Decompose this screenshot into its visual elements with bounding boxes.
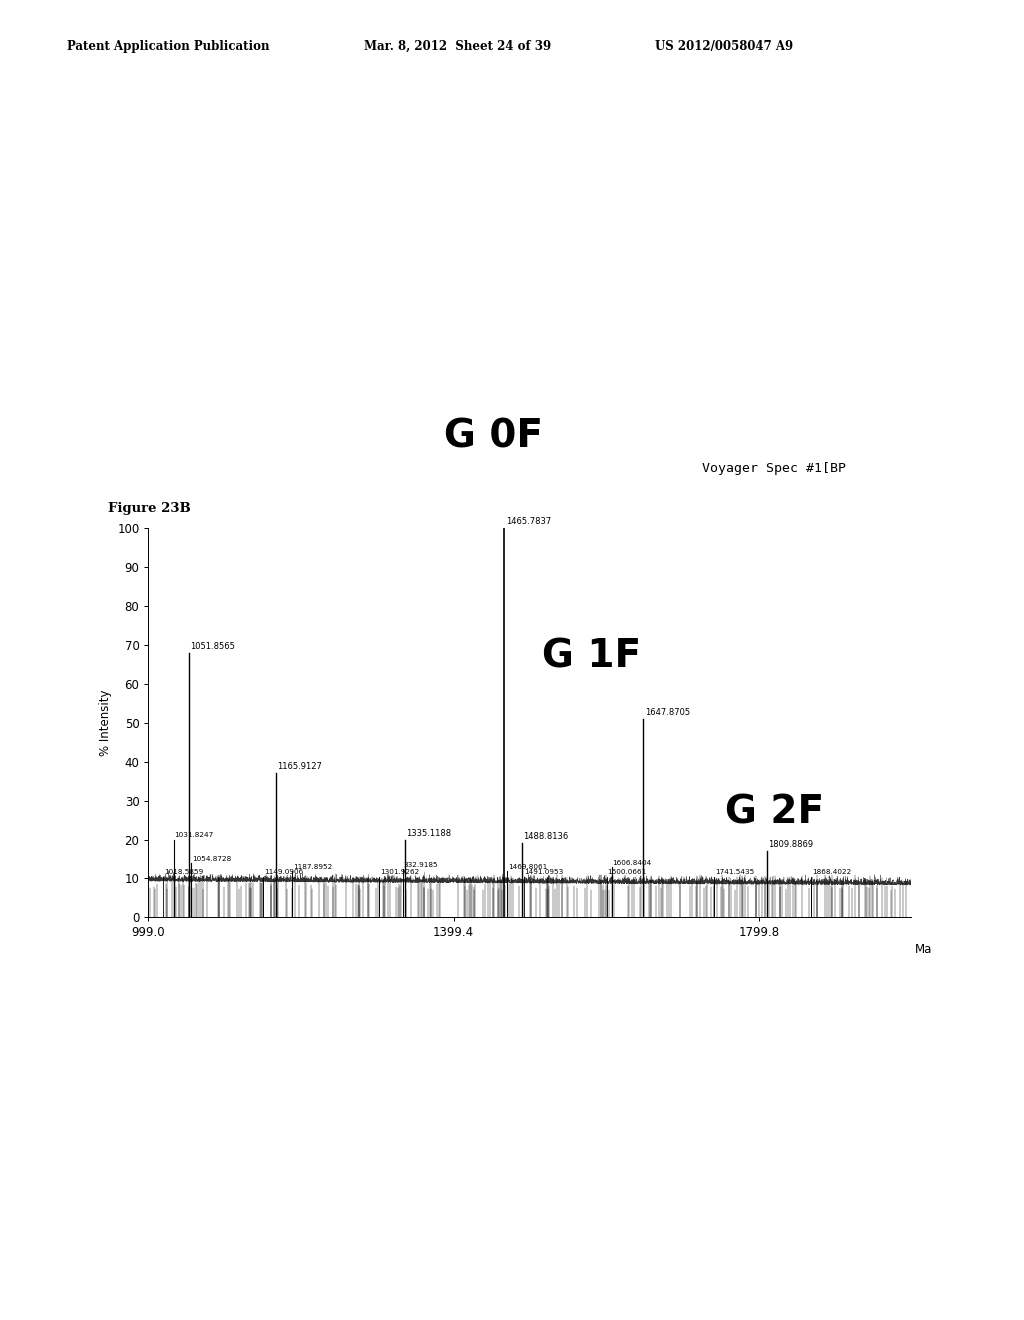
Text: 1469.8061: 1469.8061	[508, 863, 548, 870]
Text: Figure 23B: Figure 23B	[108, 502, 190, 515]
Text: 1491.0953: 1491.0953	[524, 870, 563, 875]
Text: Patent Application Publication: Patent Application Publication	[67, 40, 269, 53]
Text: Ma: Ma	[915, 942, 933, 956]
Text: 1051.8565: 1051.8565	[190, 642, 236, 651]
Text: G 2F: G 2F	[725, 793, 824, 832]
Text: US 2012/0058047 A9: US 2012/0058047 A9	[655, 40, 794, 53]
Text: 1335.1188: 1335.1188	[407, 829, 452, 838]
Text: 1868.4022: 1868.4022	[812, 870, 851, 875]
Text: 1741.5435: 1741.5435	[715, 870, 755, 875]
Text: 1031.8247: 1031.8247	[174, 833, 214, 838]
Text: 1149.0906: 1149.0906	[263, 870, 303, 875]
Text: Mar. 8, 2012  Sheet 24 of 39: Mar. 8, 2012 Sheet 24 of 39	[364, 40, 551, 53]
Text: 332.9185: 332.9185	[403, 862, 438, 867]
Text: G 0F: G 0F	[444, 417, 543, 455]
Text: 1187.8952: 1187.8952	[293, 863, 333, 870]
Text: 1301.9262: 1301.9262	[380, 870, 420, 875]
Text: 1018.5859: 1018.5859	[164, 870, 204, 875]
Text: 1606.8404: 1606.8404	[612, 859, 652, 866]
Text: 1809.8869: 1809.8869	[768, 841, 813, 849]
Text: 1600.0661: 1600.0661	[607, 870, 647, 875]
Y-axis label: % Intensity: % Intensity	[98, 689, 112, 756]
Text: 1488.8136: 1488.8136	[523, 833, 568, 841]
Text: Voyager Spec #1[BP: Voyager Spec #1[BP	[702, 462, 846, 475]
Text: 1165.9127: 1165.9127	[278, 763, 323, 771]
Text: 1054.8728: 1054.8728	[191, 855, 231, 862]
Text: 1465.7837: 1465.7837	[506, 517, 551, 527]
Text: G 1F: G 1F	[542, 638, 641, 676]
Text: 1647.8705: 1647.8705	[645, 708, 690, 717]
